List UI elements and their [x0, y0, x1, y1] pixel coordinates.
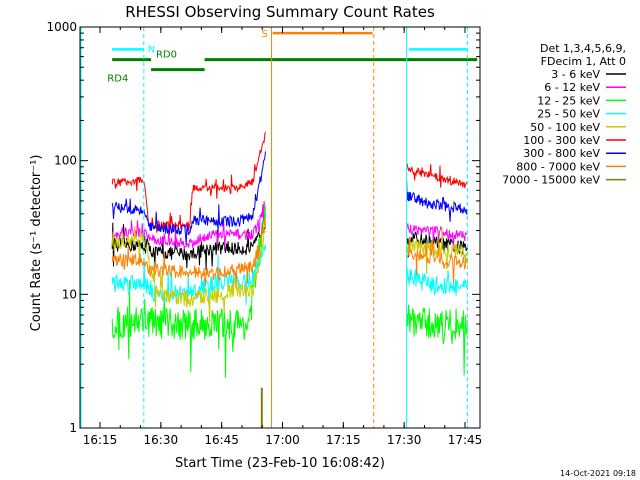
series-line-50-100-kev	[406, 226, 468, 275]
x-tick-label: 16:15	[83, 433, 118, 447]
y-tick-label: 100	[54, 154, 77, 168]
flag-label-s: S	[262, 29, 268, 40]
x-tick-label: 17:15	[326, 433, 361, 447]
legend-label: 300 - 800 keV	[523, 147, 600, 160]
legend-label: 100 - 300 keV	[523, 134, 600, 147]
y-tick-label: 1	[69, 421, 77, 435]
x-tick-label: 16:45	[204, 433, 239, 447]
flag-label-rd0: RD0	[156, 50, 177, 61]
y-tick-label: 1000	[46, 20, 77, 34]
series-line-50-100-kev	[111, 226, 266, 322]
series-line-25-50-kev	[111, 244, 266, 306]
series-line-12-25-kev	[406, 304, 468, 376]
series-line-6-12-kev	[111, 200, 266, 249]
legend-header: FDecim 1, Att 0	[541, 55, 626, 68]
legend-label: 6 - 12 keV	[544, 81, 600, 94]
legend: Det 1,3,4,5,6,9,FDecim 1, Att 03 - 6 keV…	[502, 42, 626, 187]
x-tick-label: 17:30	[387, 433, 422, 447]
x-tick-label: 17:45	[448, 433, 483, 447]
series-line-300-800-kev	[406, 181, 468, 222]
plot-area: N S RD0 RD4	[80, 27, 478, 428]
series-line-100-300-kev	[406, 163, 468, 189]
legend-label: 800 - 7000 keV	[516, 160, 600, 173]
series-line-12-25-kev	[111, 203, 266, 378]
legend-header: Det 1,3,4,5,6,9,	[540, 42, 626, 55]
y-axis-label: Count Rate (s⁻¹ detector⁻¹)	[29, 155, 44, 332]
series-line-25-50-kev	[406, 266, 468, 297]
x-axis-label: Start Time (23-Feb-10 16:08:42)	[175, 456, 385, 471]
legend-label: 3 - 6 keV	[551, 68, 600, 81]
y-tick-label: 10	[62, 287, 77, 301]
x-tick-label: 17:00	[265, 433, 300, 447]
legend-label: 50 - 100 keV	[530, 121, 600, 134]
series-line-6-12-kev	[406, 222, 468, 252]
x-tick-label: 16:30	[144, 433, 179, 447]
series-line-100-300-kev	[111, 131, 266, 233]
series-line-800-7000-kev	[406, 236, 468, 284]
legend-label: 12 - 25 keV	[537, 94, 600, 107]
footer-date: 14-Oct-2021 09:18	[560, 469, 636, 478]
chart-title: RHESSI Observing Summary Count Rates	[125, 3, 435, 21]
series-line-800-7000-kev	[111, 217, 266, 288]
series-line-300-800-kev	[111, 151, 266, 246]
axes: 16:15 16:30 16:45 17:00 17:15 17:30 17:45 1 10 10…	[46, 20, 482, 447]
series-line-3-6-kev	[111, 222, 266, 270]
series-group	[111, 131, 468, 428]
plot-frame	[79, 26, 481, 429]
flag-label-rd4: RD4	[107, 74, 128, 85]
flag-label-n: N	[148, 44, 155, 55]
legend-label: 25 - 50 keV	[537, 108, 600, 121]
legend-label: 7000 - 15000 keV	[502, 174, 600, 187]
